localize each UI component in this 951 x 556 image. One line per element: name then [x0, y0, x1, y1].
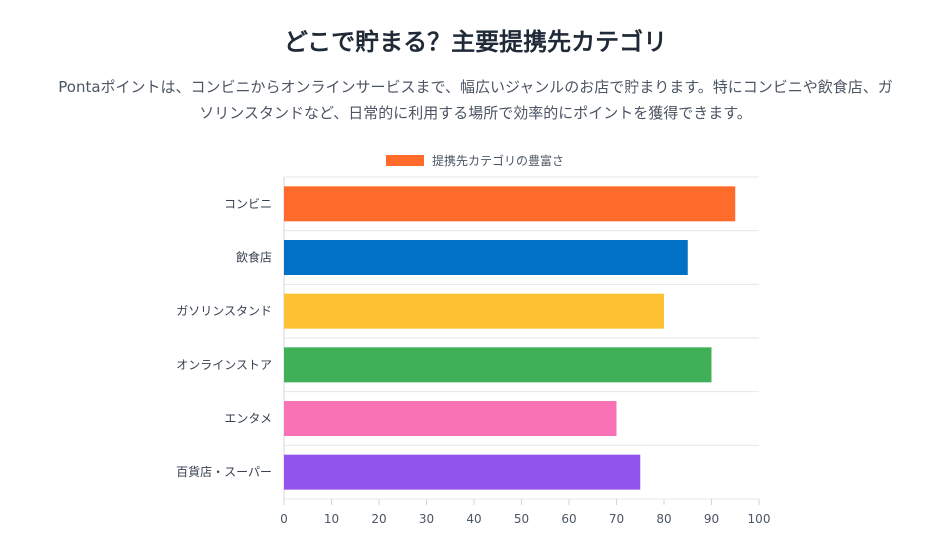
page-description: Pontaポイントは、コンビニからオンラインサービスまで、幅広いジャンルのお店で… — [25, 74, 926, 126]
description-line-2: ソリンスタンドなど、日常的に利用する場所で効率的にポイントを獲得できます。 — [199, 104, 752, 122]
bar-3[interactable] — [284, 347, 712, 383]
x-tick-label: 0 — [280, 512, 288, 526]
description-line-1: Pontaポイントは、コンビニからオンラインサービスまで、幅広いジャンルのお店で… — [58, 78, 893, 96]
grid-lines — [283, 176, 760, 505]
x-axis-labels: 0 10 20 30 40 50 60 70 80 90 100 — [280, 512, 770, 526]
bar-5[interactable] — [284, 454, 641, 490]
chart-legend[interactable]: 提携先カテゴリの豊富さ — [386, 153, 564, 168]
x-tick-label: 70 — [609, 512, 624, 526]
bar-chart: 提携先カテゴリの豊富さ コンビニ飲食店ガソリンスタンドオンラインストアエンタメ百… — [176, 153, 770, 526]
bar-0[interactable] — [284, 186, 736, 222]
legend-swatch — [386, 155, 424, 166]
x-tick-label: 50 — [514, 512, 529, 526]
x-tick-label: 40 — [466, 512, 481, 526]
bar-1[interactable] — [284, 240, 688, 275]
bars — [284, 186, 736, 490]
x-tick-label: 90 — [704, 512, 719, 526]
y-tick-label: コンビニ — [224, 197, 272, 211]
page-title: どこで貯まる？主要提携先カテゴリ — [283, 28, 668, 56]
x-tick-label: 20 — [371, 512, 386, 526]
y-tick-label: エンタメ — [224, 412, 272, 426]
bar-4[interactable] — [284, 401, 617, 436]
x-tick-label: 100 — [748, 512, 771, 526]
x-tick-label: 10 — [324, 512, 339, 526]
y-tick-label: ガソリンスタンド — [176, 304, 272, 318]
x-tick-label: 30 — [419, 512, 434, 526]
y-tick-label: 飲食店 — [236, 250, 272, 265]
x-tick-label: 60 — [561, 512, 576, 526]
x-tick-label: 80 — [656, 512, 671, 526]
legend-label: 提携先カテゴリの豊富さ — [432, 153, 564, 168]
y-tick-label: オンラインストア — [176, 358, 272, 372]
bar-2[interactable] — [284, 293, 664, 329]
y-tick-label: 百貨店・スーパー — [176, 464, 272, 479]
